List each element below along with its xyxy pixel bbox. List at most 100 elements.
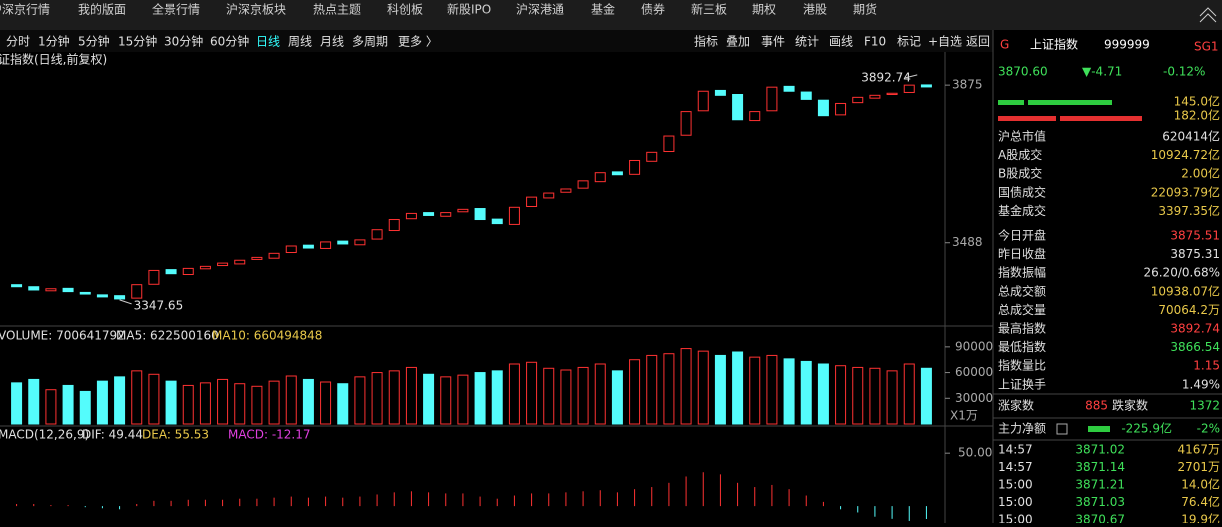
volume-bar bbox=[732, 351, 744, 425]
tool-button[interactable]: 统计 bbox=[795, 35, 819, 49]
tool-button[interactable]: 指标 bbox=[694, 34, 718, 49]
stat-value: 1.49% bbox=[1182, 377, 1220, 391]
period-tab[interactable]: 日线 bbox=[256, 35, 280, 49]
candle bbox=[611, 171, 623, 176]
volume-bar bbox=[251, 385, 263, 425]
flow-indicator bbox=[1088, 426, 1110, 432]
stat-value: 3875.31 bbox=[1170, 247, 1220, 261]
volume-bar bbox=[337, 383, 349, 425]
volume-bar bbox=[903, 363, 915, 425]
flow-icon[interactable] bbox=[1056, 423, 1068, 435]
volume-bar bbox=[131, 370, 143, 425]
period-tab[interactable]: 多周期 bbox=[352, 35, 388, 49]
tool-button[interactable]: 事件 bbox=[761, 35, 785, 49]
nav-item[interactable]: 科创板 bbox=[387, 3, 423, 17]
candle bbox=[783, 85, 795, 92]
change: ▼-4.71 bbox=[1082, 65, 1122, 79]
volume-bar bbox=[560, 369, 572, 425]
candle bbox=[79, 291, 91, 295]
tool-button[interactable]: 返回 bbox=[966, 35, 990, 49]
volume-bar bbox=[886, 370, 898, 425]
volume-bar bbox=[45, 389, 57, 425]
tool-button[interactable]: 叠加 bbox=[726, 35, 750, 49]
trade-time: 14:57 bbox=[998, 443, 1033, 457]
candle bbox=[388, 219, 400, 232]
candle bbox=[234, 259, 246, 265]
volume-bar bbox=[663, 353, 675, 425]
candle bbox=[835, 102, 847, 116]
tool-button[interactable]: 标记 bbox=[897, 35, 921, 49]
flow-bar bbox=[998, 100, 1024, 105]
period-tab[interactable]: 更多 〉 bbox=[398, 35, 438, 49]
collapse-icon[interactable] bbox=[1199, 7, 1217, 23]
stat-value: 620414亿 bbox=[1162, 129, 1220, 144]
breadth-label: 涨家数 bbox=[998, 398, 1034, 413]
candle bbox=[28, 286, 40, 291]
nav-item[interactable]: 热点主题 bbox=[313, 3, 361, 17]
tool-button[interactable]: F10 bbox=[864, 35, 886, 49]
candle bbox=[371, 229, 383, 240]
nav-item[interactable]: 期权 bbox=[752, 3, 776, 17]
stat-label: B股成交 bbox=[998, 166, 1042, 181]
volume-legend: VOLUME: 700641792 bbox=[0, 329, 125, 343]
candle bbox=[440, 212, 452, 217]
period-tab[interactable]: 15分钟 bbox=[118, 34, 157, 49]
trade-volume: 76.4亿 bbox=[1181, 494, 1220, 509]
nav-item[interactable]: 沪深京板块 bbox=[226, 3, 286, 17]
candle bbox=[96, 294, 108, 298]
nav-item[interactable]: 债券 bbox=[641, 2, 665, 17]
candle bbox=[131, 284, 143, 299]
pct: -0.12% bbox=[1163, 65, 1205, 79]
flow-pct: -2% bbox=[1197, 422, 1220, 436]
nav-item[interactable]: 新三板 bbox=[691, 2, 727, 17]
candle bbox=[526, 196, 538, 207]
nav-item[interactable]: 我的版面 bbox=[78, 2, 126, 17]
volume-bar bbox=[766, 354, 778, 425]
tool-button[interactable]: +自选 bbox=[928, 35, 962, 49]
y-tick-label: 3488 bbox=[952, 235, 983, 249]
candle bbox=[165, 269, 177, 275]
macd-legend: MACD: -12.17 bbox=[228, 428, 311, 442]
volume-bar bbox=[62, 384, 74, 425]
trade-price: 3871.14 bbox=[1075, 460, 1125, 474]
annotation-line bbox=[119, 299, 132, 305]
volume-legend: MA10: 660494848 bbox=[212, 329, 322, 343]
trade-price: 3871.21 bbox=[1075, 478, 1125, 492]
period-tab[interactable]: 1分钟 bbox=[38, 34, 70, 49]
volume-bar bbox=[800, 360, 812, 425]
stat-value: 2.00亿 bbox=[1181, 166, 1220, 181]
volume-bar bbox=[182, 384, 194, 425]
flow-bar bbox=[998, 116, 1056, 121]
period-tab[interactable]: 30分钟 bbox=[164, 34, 203, 49]
period-tab[interactable]: 周线 bbox=[288, 35, 312, 49]
flag: G bbox=[1000, 38, 1009, 52]
volume-bar bbox=[508, 363, 520, 425]
nav-item[interactable]: 沪深港通 bbox=[516, 3, 564, 17]
candle bbox=[714, 89, 726, 96]
candle bbox=[594, 172, 606, 183]
nav-item[interactable]: 基金 bbox=[591, 2, 615, 17]
volume-bar bbox=[697, 350, 709, 425]
period-tab[interactable]: 60分钟 bbox=[210, 34, 249, 49]
nav-bar bbox=[0, 0, 1222, 30]
nav-item[interactable]: 期货 bbox=[853, 2, 877, 17]
period-tab[interactable]: 月线 bbox=[320, 35, 344, 49]
volume-bar bbox=[114, 376, 126, 425]
nav-item[interactable]: 沪深京行情 bbox=[0, 3, 50, 17]
candle bbox=[423, 212, 435, 216]
tool-button[interactable]: 画线 bbox=[829, 35, 853, 49]
volume-bar bbox=[526, 361, 538, 425]
stat-value: 3875.51 bbox=[1170, 229, 1220, 243]
candle bbox=[560, 188, 572, 193]
candle bbox=[285, 245, 297, 254]
volume-bar bbox=[491, 370, 503, 425]
candle bbox=[629, 159, 641, 175]
nav-item[interactable]: 全景行情 bbox=[152, 2, 200, 17]
trade-time: 15:00 bbox=[998, 495, 1033, 509]
nav-item[interactable]: 新股IPO bbox=[447, 2, 491, 17]
period-tab[interactable]: 5分钟 bbox=[78, 34, 110, 49]
nav-item[interactable]: 港股 bbox=[803, 3, 827, 17]
period-tab[interactable]: 分时 bbox=[6, 35, 30, 49]
volume-bar bbox=[320, 381, 332, 425]
stat-label: 国债成交 bbox=[998, 184, 1046, 199]
